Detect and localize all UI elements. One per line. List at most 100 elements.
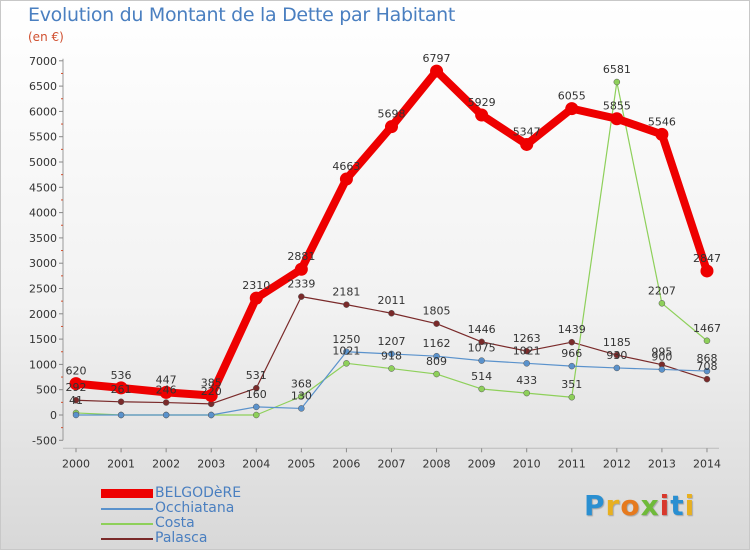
x-tick-label: 2009 — [468, 457, 496, 470]
data-label: 514 — [471, 370, 492, 383]
data-point-costa — [298, 393, 305, 400]
data-label: 41 — [69, 394, 83, 407]
data-label: 2181 — [332, 286, 360, 299]
data-label: 2847 — [693, 252, 721, 265]
data-point-palasca — [162, 399, 170, 406]
data-point-palasca — [298, 293, 305, 300]
data-point-occhiatana — [658, 366, 666, 373]
legend-item-palasca: Palasca — [101, 531, 241, 546]
data-point-palasca — [703, 375, 711, 383]
data-point-belgodre — [204, 389, 218, 403]
y-tick-label: 5500 — [29, 131, 57, 144]
data-point-belgodre — [294, 262, 308, 276]
x-tick-label: 2000 — [62, 457, 90, 470]
data-point-costa — [523, 389, 530, 397]
legend-item-costa: Costa — [101, 516, 241, 531]
data-point-costa — [343, 360, 350, 367]
data-label: 1439 — [558, 323, 586, 336]
data-point-costa — [253, 411, 260, 419]
data-point-costa — [658, 300, 666, 307]
data-label: 2881 — [287, 250, 315, 263]
data-point-occhiatana — [253, 403, 260, 411]
y-tick-label: 1000 — [29, 358, 57, 371]
data-point-occhiatana — [343, 348, 350, 355]
data-label: 368 — [291, 377, 312, 390]
data-point-belgodre — [114, 381, 128, 395]
data-point-belgodre — [475, 108, 489, 122]
data-label: 447 — [156, 373, 177, 386]
data-label: 1467 — [693, 322, 721, 335]
data-label: 6797 — [423, 52, 451, 65]
data-point-occhiatana — [72, 411, 80, 419]
data-point-belgodre — [384, 120, 398, 134]
data-label: 385 — [201, 377, 222, 390]
data-point-costa — [613, 78, 621, 86]
data-point-belgodre — [69, 377, 83, 391]
legend-swatch — [101, 522, 153, 525]
x-tick-label: 2002 — [152, 457, 180, 470]
data-point-palasca — [478, 338, 485, 346]
legend: BELGODèRE Occhiatana Costa Palasca — [101, 486, 241, 546]
x-tick-label: 2007 — [377, 457, 405, 470]
data-point-belgodre — [655, 127, 669, 141]
data-point-occhiatana — [298, 405, 305, 412]
legend-label: BELGODèRE — [155, 485, 242, 501]
data-label: 1162 — [423, 337, 451, 350]
legend-item-occhiatana: Occhiatana — [101, 501, 241, 516]
data-point-palasca — [72, 396, 80, 404]
data-label: 292 — [66, 381, 87, 394]
data-label: 995 — [651, 346, 672, 359]
data-label: 531 — [246, 369, 267, 382]
data-label: 918 — [381, 350, 402, 363]
y-tick-label: 500 — [36, 384, 57, 397]
x-tick-label: 2005 — [287, 457, 315, 470]
data-point-costa — [568, 393, 576, 401]
data-point-occhiatana — [162, 411, 170, 419]
data-point-palasca — [433, 320, 440, 327]
x-tick-label: 2014 — [693, 457, 721, 470]
data-point-belgodre — [565, 102, 579, 116]
y-tick-label: 2000 — [29, 308, 57, 321]
data-point-occhiatana — [703, 367, 711, 375]
legend-item-belgodere: BELGODèRE — [101, 486, 241, 501]
data-label: 220 — [201, 385, 222, 398]
y-tick-label: 7000 — [29, 55, 57, 68]
x-tick-label: 2001 — [107, 457, 135, 470]
data-point-occhiatana — [433, 352, 440, 360]
y-tick-label: 5000 — [29, 156, 57, 169]
data-label: 4663 — [332, 160, 360, 173]
data-label: 5698 — [377, 108, 405, 121]
x-tick-label: 2013 — [648, 457, 676, 470]
data-label: 6055 — [558, 90, 586, 103]
y-tick-label: 6000 — [29, 105, 57, 118]
data-label: 5855 — [603, 100, 631, 113]
data-label: 1185 — [603, 336, 631, 349]
data-point-costa — [433, 370, 440, 378]
data-point-belgodre — [520, 137, 534, 151]
data-label: 2207 — [648, 284, 676, 297]
y-tick-label: 0 — [50, 409, 57, 422]
data-point-palasca — [613, 351, 621, 359]
data-label: 160 — [246, 388, 267, 401]
y-tick-label: 3000 — [29, 257, 57, 270]
data-point-costa — [703, 337, 711, 345]
data-label: 809 — [426, 355, 447, 368]
legend-label: Costa — [155, 515, 195, 531]
data-label: 1021 — [332, 344, 360, 357]
data-point-occhiatana — [568, 362, 576, 370]
y-tick-label: 4500 — [29, 181, 57, 194]
data-label: 351 — [561, 378, 582, 391]
data-point-palasca — [388, 309, 395, 317]
legend-swatch — [101, 507, 153, 510]
x-tick-label: 2010 — [513, 457, 541, 470]
x-tick-label: 2012 — [603, 457, 631, 470]
data-point-belgodre — [339, 172, 353, 186]
data-label: 246 — [156, 384, 177, 397]
y-tick-label: 6500 — [29, 80, 57, 93]
chart-title: Evolution du Montant de la Dette par Hab… — [28, 4, 456, 26]
data-label: 261 — [111, 383, 132, 396]
data-point-palasca — [523, 347, 530, 355]
data-label: 2011 — [377, 294, 405, 307]
chart-unit: (en €) — [28, 30, 64, 44]
data-point-palasca — [568, 338, 576, 346]
